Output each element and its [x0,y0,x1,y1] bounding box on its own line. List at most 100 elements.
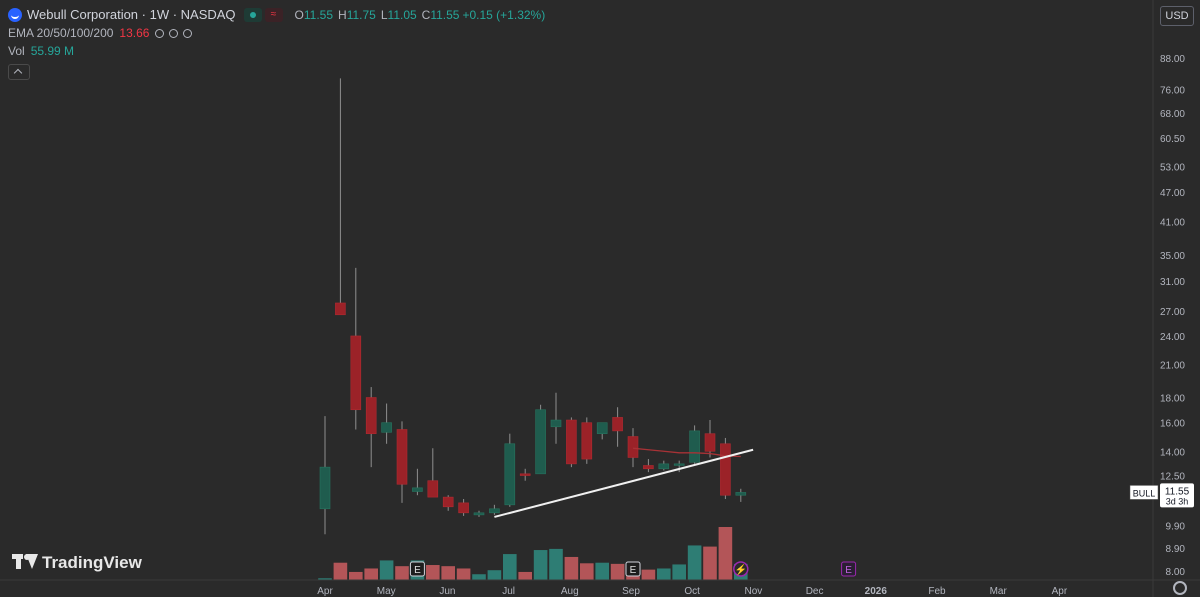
volume-bar [672,564,686,580]
time-tick-label: Nov [745,586,763,597]
webull-logo-icon [8,8,22,22]
badge-tag-bg [1129,485,1159,500]
vol-label: Vol [8,44,25,58]
volume-bar [349,571,363,580]
time-tick-label: Mar [990,586,1008,597]
volume-indicator-row[interactable]: Vol 55.99 M [8,42,548,60]
badge-countdown: 3d 3h [1166,496,1189,506]
volume-bar [610,563,625,580]
candle-body [720,443,731,496]
volume-bar [580,563,594,580]
volume-bar [318,578,332,580]
price-tick-label: 35.00 [1160,251,1185,262]
ema-value: 13.66 [119,26,150,40]
volume-bar [333,562,348,580]
remove-circle-icon[interactable] [183,28,193,38]
volume-bar [379,560,394,580]
price-tick-label: 21.00 [1160,361,1185,372]
price-change: +0.15 (+1.32%) [462,8,546,22]
candle-body [689,430,700,463]
price-tick-label: 88.00 [1160,54,1185,65]
candle-body [643,465,654,470]
candle-body [489,508,500,514]
volume-bar [718,527,733,580]
candle-body [381,422,392,433]
tradingview-logo[interactable]: TradingView [12,553,142,573]
event-marker-label: ⚡ [735,563,747,576]
ema-line [632,447,741,458]
ohlc-open-label: O [294,8,304,22]
ohlc-close-value: 11.55 [430,8,460,22]
ema-indicator-row[interactable]: EMA 20/50/100/200 13.66 [8,24,548,42]
badge-tag: BULL [1133,488,1156,498]
price-tick-label: 31.00 [1160,277,1185,288]
volume-bar [395,566,409,580]
time-tick-label: May [377,586,396,597]
time-tick-label: Oct [684,586,700,597]
volume-bar [441,566,455,580]
price-tick-label: 68.00 [1160,109,1185,120]
time-tick-label: Dec [806,586,824,597]
event-marker-label: E [630,565,637,576]
candle-body [458,502,469,514]
candle-body [535,409,546,475]
price-tick-label: 8.00 [1166,567,1186,578]
volume-bar [687,545,702,580]
price-tick-label: 41.00 [1160,217,1185,228]
ohlc-high-value: 11.75 [346,8,376,22]
event-marker-label: E [845,565,852,576]
candle-body [612,417,623,432]
time-tick-label: Feb [928,586,946,597]
volume-bar [426,565,440,580]
data-delay-icon[interactable]: ≈ [264,8,283,22]
price-tick-label: 27.00 [1160,307,1185,318]
symbol-title[interactable]: Webull Corporation · 1W · NASDAQ [27,7,236,22]
earnings-marker [409,561,425,577]
volume-bar [564,556,579,580]
market-status-icon[interactable] [243,8,262,22]
time-tick-label: 2026 [865,586,888,597]
eye-icon[interactable] [155,28,165,38]
volume-bar [456,568,471,580]
price-tick-label: 9.90 [1166,521,1186,532]
earnings-marker [625,561,641,577]
price-tick-label: 8.90 [1166,544,1186,555]
volume-bar [641,569,656,580]
time-tick-label: Sep [622,586,640,597]
trendline [494,448,754,518]
gear-icon[interactable] [1173,581,1187,595]
price-tick-label: 24.00 [1160,332,1185,343]
candle-body [704,433,716,452]
ohlc-open-value: 11.55 [303,8,334,22]
candle-body [412,487,423,492]
tradingview-mark-icon [12,554,38,572]
price-tick-label: 16.00 [1160,419,1185,430]
volume-bar [364,568,378,580]
price-tick-label: 12.50 [1160,472,1185,483]
currency-button[interactable]: USD [1160,6,1194,26]
price-tick-label: 18.00 [1160,394,1185,405]
price-tick-label: 47.00 [1160,188,1185,199]
volume-bar [657,568,671,580]
settings-circle-icon[interactable] [169,28,179,38]
candle-body [473,512,485,516]
dividend-marker [733,561,749,577]
event-marker-label: E [414,565,421,576]
candle-body [365,397,377,434]
tradingview-logo-text: TradingView [42,553,142,572]
candle-body [504,443,516,506]
price-tick-label: 76.00 [1160,85,1185,96]
time-tick-label: Jul [502,586,515,597]
price-tick-label: 60.50 [1160,134,1185,145]
collapse-legend-button[interactable] [8,64,30,80]
ema-label: EMA 20/50/100/200 [8,26,114,40]
badge-price: 11.55 [1165,486,1190,497]
ohlc-close-label: C [421,8,431,22]
candle-body [442,496,454,508]
volume-bar [472,574,486,580]
price-tick-label: 14.00 [1160,447,1185,458]
candle-body [350,335,362,411]
time-tick-label: Jun [439,586,455,597]
earnings-marker [841,561,857,577]
